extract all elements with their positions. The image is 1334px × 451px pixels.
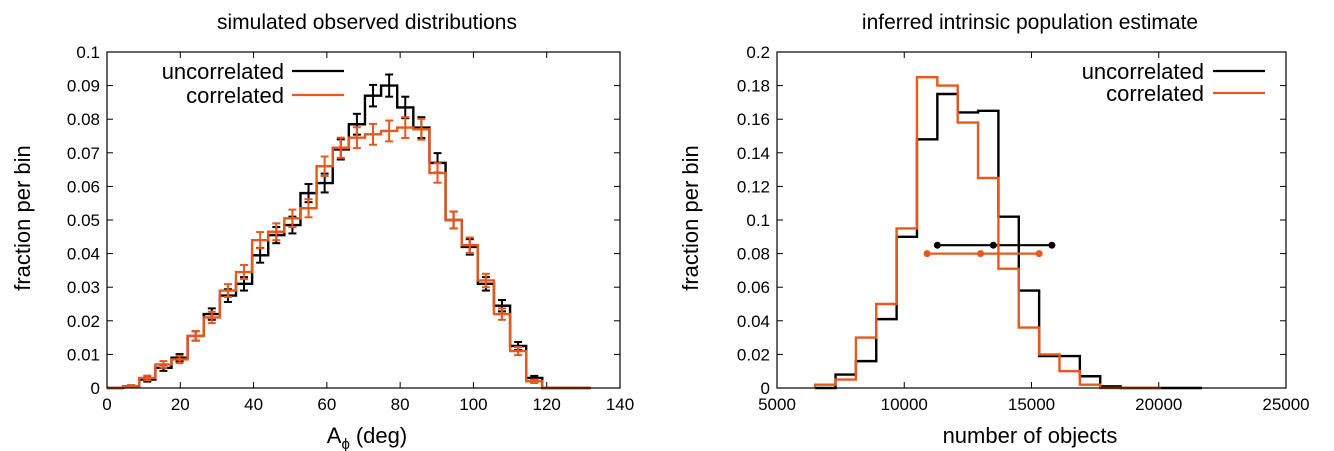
right-x-tick-label: 20000: [1135, 395, 1182, 414]
right-y-tick-label: 0.2: [746, 43, 770, 62]
left-x-tick-label: 100: [459, 395, 487, 414]
left-y-tick-label: 0.02: [67, 312, 100, 331]
right-y-tick-label: 0.08: [737, 245, 770, 264]
left-x-tick-label: 0: [102, 395, 111, 414]
right-y-tick-label: 0.06: [737, 278, 770, 297]
right-x-tick-label: 10000: [881, 395, 928, 414]
left-y-tick-label: 0.01: [67, 345, 100, 364]
left-chart-panel: simulated observed distributions fractio…: [10, 11, 634, 451]
left-y-axis-label: fraction per bin: [10, 145, 35, 291]
right-y-tick-label: 0.04: [737, 312, 770, 331]
left-y-tick-label: 0: [91, 379, 100, 398]
left-y-tick-label: 0.06: [67, 177, 100, 196]
right-y-tick-label: 0.12: [737, 177, 770, 196]
left-legend-label-correlated: correlated: [186, 83, 284, 108]
right-y-tick-label: 0.18: [737, 77, 770, 96]
left-y-tick-label: 0.04: [67, 245, 100, 264]
left-x-tick-label: 60: [317, 395, 336, 414]
right-histogram-uncorrelated: [815, 92, 1203, 390]
right-interval-point-uncorrelated: [933, 241, 941, 249]
right-y-tick-label: 0.16: [737, 110, 770, 129]
right-legend-label-correlated: correlated: [1106, 81, 1204, 106]
right-y-tick-label: 0.02: [737, 345, 770, 364]
right-legend-label-uncorrelated: uncorrelated: [1082, 59, 1204, 84]
right-interval-point-correlated: [1035, 250, 1043, 258]
right-y-tick-label: 0.14: [737, 144, 770, 163]
right-y-axis-label: fraction per bin: [678, 145, 703, 291]
right-y-tick-label: 0: [761, 379, 770, 398]
right-x-tick-label: 25000: [1262, 395, 1309, 414]
right-plot-frame: [776, 51, 1287, 389]
left-y-tick-label: 0.1: [76, 43, 100, 62]
left-y-tick-label: 0.05: [67, 211, 100, 230]
left-x-tick-label: 20: [171, 395, 190, 414]
left-x-tick-label: 40: [244, 395, 263, 414]
right-axis-ticks: 5000 10000 15000 20000 25000 0 0.02 0.04 0.06 0.0…: [737, 43, 1310, 414]
left-legend-label-uncorrelated: uncorrelated: [162, 59, 284, 84]
right-y-tick-label: 0.1: [746, 211, 770, 230]
left-x-tick-label: 80: [391, 395, 410, 414]
left-x-tick-label: 140: [606, 395, 634, 414]
left-plot-frame: [106, 51, 621, 389]
left-x-tick-label: 120: [533, 395, 561, 414]
right-chart-title: inferred intrinsic population estimate: [862, 11, 1198, 34]
right-x-tick-label: 15000: [1008, 395, 1055, 414]
left-axis-ticks: 0 20 40 60 80 100 120 140 0 0.01 0.02 0.03 0.04 0.05 0…: [67, 43, 634, 414]
right-chart-panel: inferred intrinsic population estimate f…: [678, 11, 1310, 448]
right-legend: uncorrelated correlated: [1082, 59, 1265, 106]
left-x-axis-label-main: A: [327, 423, 342, 448]
left-y-tick-label: 0.08: [67, 110, 100, 129]
left-x-axis-label: Aϕ (deg): [327, 423, 407, 451]
left-y-tick-label: 0.03: [67, 278, 100, 297]
right-series-layer: [813, 76, 1203, 390]
left-series-layer: [107, 73, 591, 390]
right-interval-point-correlated: [923, 250, 931, 258]
right-x-axis-label: number of objects: [943, 423, 1118, 448]
left-chart-title: simulated observed distributions: [217, 11, 517, 34]
right-interval-point-correlated: [977, 250, 985, 258]
left-legend: uncorrelated correlated: [162, 59, 344, 108]
left-y-tick-label: 0.07: [67, 144, 100, 163]
left-y-tick-label: 0.09: [67, 77, 100, 96]
right-x-tick-label: 5000: [758, 395, 796, 414]
right-histogram-correlated: [813, 76, 1162, 390]
right-interval-point-uncorrelated: [989, 241, 997, 249]
left-x-axis-label-unit: (deg): [356, 423, 407, 448]
left-x-axis-label-sub: ϕ: [341, 436, 349, 451]
right-interval-point-uncorrelated: [1048, 241, 1056, 249]
